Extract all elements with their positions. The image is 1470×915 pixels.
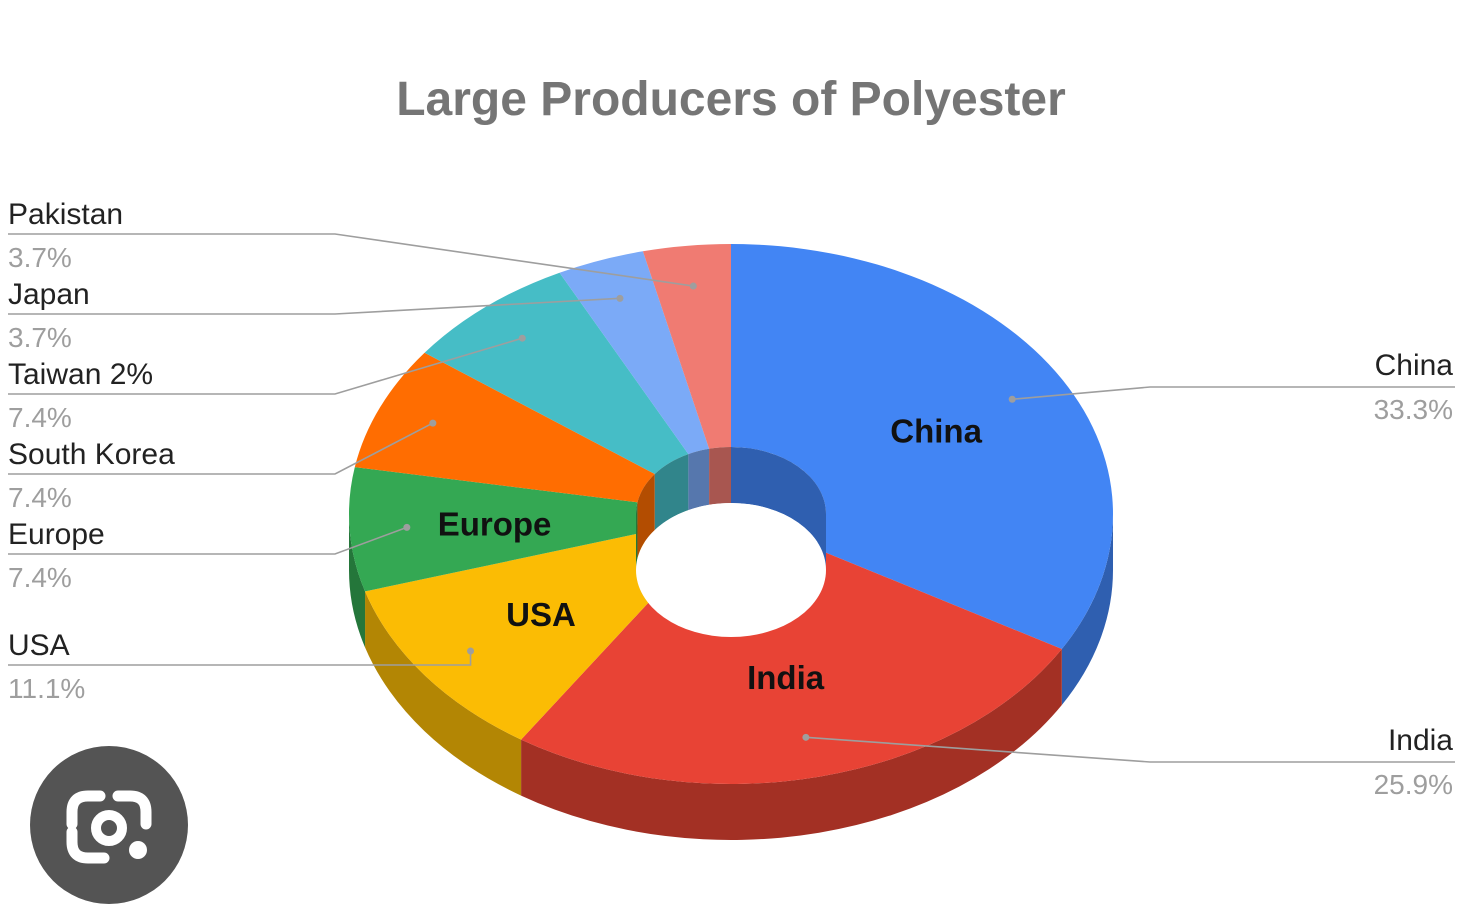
leader-lines bbox=[8, 233, 1455, 763]
value-usa: 11.1% bbox=[8, 673, 85, 704]
value-taiwan: 7.4% bbox=[8, 402, 72, 433]
inner-wall-china bbox=[731, 447, 826, 570]
slice-china bbox=[731, 244, 1113, 649]
leader-line-taiwan bbox=[8, 337, 523, 395]
leader-dot-japan bbox=[616, 294, 624, 302]
value-japan: 3.7% bbox=[8, 322, 72, 353]
inner-wall-europe bbox=[636, 502, 638, 570]
google-lens-icon bbox=[66, 790, 152, 864]
slice-label-india: India bbox=[747, 659, 825, 696]
leader-dot-south-korea bbox=[429, 419, 437, 427]
inner-wall-japan bbox=[688, 448, 710, 511]
leader-dot-pakistan bbox=[689, 282, 697, 290]
slice-side-europe bbox=[349, 514, 366, 648]
leader-line-japan bbox=[8, 297, 620, 315]
label-india: India bbox=[1388, 724, 1453, 757]
donut-hole bbox=[636, 447, 826, 637]
leader-line-europe bbox=[8, 526, 408, 555]
leader-line-pakistan bbox=[8, 233, 694, 287]
leader-line-south-korea bbox=[8, 422, 434, 475]
slice-taiwan bbox=[424, 272, 689, 474]
leader-dot-china bbox=[1008, 395, 1016, 403]
label-usa: USA bbox=[8, 629, 70, 662]
slice-label-usa: USA bbox=[506, 596, 576, 633]
value-south-korea: 7.4% bbox=[8, 482, 72, 513]
slice-europe bbox=[349, 467, 640, 592]
slice-side-usa bbox=[365, 591, 522, 796]
value-europe: 7.4% bbox=[8, 562, 72, 593]
slice-pakistan bbox=[642, 244, 731, 449]
value-india: 25.9% bbox=[1374, 769, 1453, 800]
leader-line-india bbox=[805, 736, 1455, 763]
leader-dot-taiwan bbox=[518, 334, 526, 342]
slice-side-india bbox=[521, 649, 1062, 841]
slice-label-china: China bbox=[890, 412, 982, 449]
slice-japan bbox=[559, 251, 710, 455]
label-japan: Japan bbox=[8, 278, 90, 311]
slice-label-europe: Europe bbox=[438, 506, 552, 543]
donut-hole-floor bbox=[636, 503, 826, 637]
slice-south-korea bbox=[354, 352, 655, 503]
label-taiwan: Taiwan 2% bbox=[8, 358, 153, 391]
label-south-korea: South Korea bbox=[8, 438, 175, 471]
label-china: China bbox=[1375, 349, 1454, 382]
google-lens-button[interactable] bbox=[30, 746, 188, 904]
leader-dot-europe bbox=[403, 523, 411, 531]
value-china: 33.3% bbox=[1374, 394, 1453, 425]
value-pakistan: 3.7% bbox=[8, 242, 72, 273]
slice-usa bbox=[365, 533, 679, 740]
slice-labels: China 33.3% India 25.9% Pakistan 3.7% Japan 3.7… bbox=[8, 198, 1453, 800]
inner-wall-taiwan bbox=[654, 454, 689, 530]
leader-line-china bbox=[1012, 386, 1455, 401]
inner-wall-south-korea bbox=[637, 473, 655, 559]
slice-side-china bbox=[1061, 514, 1114, 705]
leader-dot-india bbox=[802, 733, 810, 741]
leader-dot-usa bbox=[467, 647, 475, 655]
chart-title: Large Producers of Polyester bbox=[396, 73, 1066, 126]
label-pakistan: Pakistan bbox=[8, 198, 123, 231]
inner-wall-pakistan bbox=[709, 447, 731, 505]
leader-line-usa bbox=[8, 651, 472, 666]
pie-depth-layer bbox=[349, 514, 1114, 841]
label-europe: Europe bbox=[8, 518, 105, 551]
